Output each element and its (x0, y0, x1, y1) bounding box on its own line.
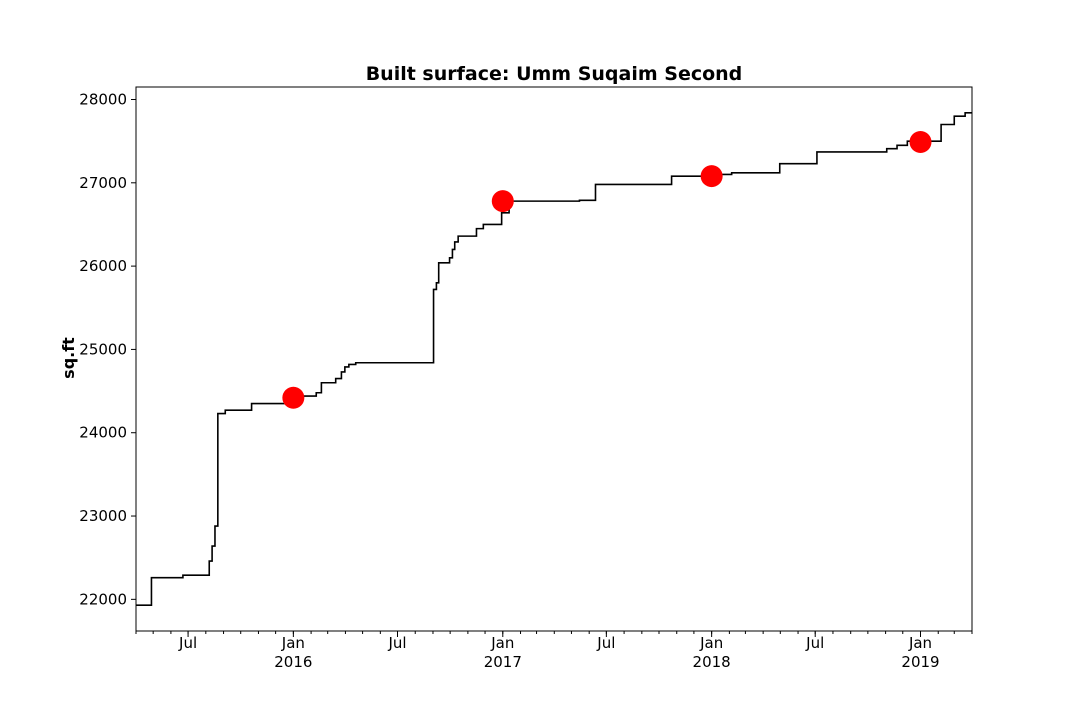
x-tick-year-label: 2018 (693, 653, 731, 671)
x-tick-year-label: 2016 (274, 653, 312, 671)
y-axis-label: sq.ft (59, 337, 78, 379)
y-tick-label: 23000 (79, 507, 127, 525)
y-tick-label: 26000 (79, 257, 127, 275)
y-tick-label: 25000 (79, 340, 127, 358)
x-tick-label: Jan (281, 634, 305, 652)
marker-layer (282, 130, 932, 409)
annual-marker-point (700, 165, 723, 188)
axes-frame (135, 86, 973, 632)
x-tick-label: Jul (805, 634, 824, 652)
y-tick-label: 27000 (79, 174, 127, 192)
x-tick-year-label: 2017 (484, 653, 522, 671)
x-tick-label: Jan (699, 634, 723, 652)
annual-marker-point (282, 386, 305, 409)
x-tick-year-label: 2019 (901, 653, 939, 671)
chart-title: Built surface: Umm Suqaim Second (366, 63, 743, 85)
y-tick-label: 28000 (79, 90, 127, 108)
y-tick-label: 22000 (79, 590, 127, 608)
x-tick-label: Jan (908, 634, 932, 652)
annual-marker-point (491, 190, 514, 213)
y-axis-ticks: 22000 23000 24000 25000 26000 27000 28000 (79, 90, 136, 608)
x-tick-label: Jul (596, 634, 615, 652)
plot-area: 22000 23000 24000 25000 26000 27000 28000 Jul J… (79, 86, 973, 671)
series-line-built-surface (136, 112, 972, 606)
x-tick-label: Jan (490, 634, 514, 652)
x-tick-label: Jul (387, 634, 406, 652)
series-layer (136, 112, 972, 606)
y-tick-label: 24000 (79, 424, 127, 442)
annual-marker-point (909, 130, 932, 153)
x-tick-label: Jul (178, 634, 197, 652)
